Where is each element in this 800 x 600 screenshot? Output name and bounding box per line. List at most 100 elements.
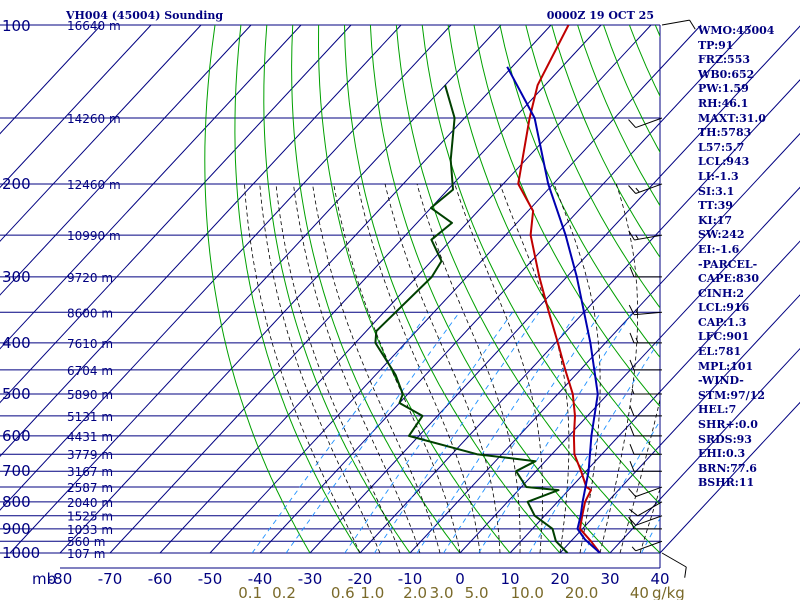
isotherm-line — [609, 347, 800, 554]
wind-barb-flag — [635, 337, 639, 344]
dry-adiabat — [499, 25, 660, 359]
dry-adiabat — [551, 25, 660, 259]
wind-barb-flag — [635, 234, 639, 240]
temp-tick-label: -60 — [148, 570, 173, 588]
dry-adiabat — [204, 25, 311, 553]
wind-barb-flag — [629, 266, 635, 278]
isotherm-line — [109, 24, 602, 554]
mixing-ratio-label: 40 — [630, 584, 649, 600]
height-label: 7610 m — [67, 337, 113, 351]
index-item: TT:39 — [698, 199, 733, 213]
wind-barbs — [628, 19, 696, 578]
mixing-ratio-line — [528, 338, 660, 553]
isotherm-line — [509, 240, 800, 554]
index-item: BRN:77.6 — [698, 461, 757, 475]
isotherm-line — [359, 79, 800, 554]
dry-adiabat — [473, 25, 660, 408]
wind-barb-flag — [631, 388, 635, 395]
index-item: CINH:2 — [698, 286, 745, 300]
mixing-ratio-line — [478, 312, 633, 553]
height-label: 1525 m — [67, 510, 113, 524]
pressure-unit-label: mb — [32, 570, 56, 588]
height-label: 4431 m — [67, 430, 113, 444]
moist-adiabat — [384, 183, 501, 553]
index-item: WMO:45004 — [698, 24, 775, 37]
height-label: 8600 m — [67, 306, 113, 320]
height-label: 12460 m — [67, 178, 121, 192]
index-item: CAPE:830 — [698, 272, 759, 286]
mixing-ratio-line — [285, 312, 460, 553]
temp-tick-label: -10 — [398, 570, 423, 588]
wind-barb-flag — [689, 19, 696, 30]
isotherm-line — [659, 401, 800, 554]
mixing-ratio-line — [416, 312, 578, 553]
index-item: WB0:652 — [698, 67, 755, 81]
dry-adiabat — [344, 25, 561, 553]
grid-layer — [0, 24, 800, 569]
pressure-tick-label: 1000 — [2, 544, 40, 562]
moist-adiabat — [454, 183, 543, 553]
pressure-tick-label: 100 — [2, 17, 31, 35]
index-item: EI:-1.6 — [698, 242, 740, 256]
wind-barb-flag — [629, 405, 635, 417]
mixing-ratio-line — [251, 312, 429, 553]
height-label: 1033 m — [67, 523, 113, 537]
index-item: KI:17 — [698, 213, 733, 227]
wind-barb-staff — [635, 486, 663, 498]
height-label: 5131 m — [67, 410, 113, 424]
wind-barb-flag — [635, 309, 639, 315]
wind-barb-staff — [635, 183, 663, 194]
wind-barb-staff — [635, 540, 663, 552]
index-item: CAP:1.3 — [698, 315, 747, 329]
temp-tick-label: 10 — [500, 570, 519, 588]
index-item: SI:3.1 — [698, 184, 735, 198]
pressure-tick-label: 200 — [2, 175, 31, 193]
moist-adiabat — [333, 183, 461, 553]
pressure-tick-label: 500 — [2, 385, 31, 403]
isotherm-line — [0, 24, 202, 242]
mixing-ratio-line — [641, 517, 660, 553]
wind-barb-flag — [628, 119, 637, 128]
wind-barb-flag — [628, 508, 639, 517]
pressure-tick-label: 600 — [2, 427, 31, 445]
index-item: EL:781 — [698, 345, 742, 359]
wind-barb-flag — [628, 304, 635, 315]
isotherm-line — [0, 24, 252, 296]
isotherm-line — [209, 24, 702, 554]
dry-adiabat — [291, 25, 461, 553]
moist-adiabat — [553, 183, 601, 553]
isotherm-line — [309, 25, 800, 554]
mixing-ratio-label: 0.6 — [331, 584, 355, 600]
mixing-ratio-label: 5.0 — [465, 584, 489, 600]
wind-barb-flag — [635, 187, 640, 193]
wind-barb-flag — [628, 230, 635, 241]
wind-barb-flag — [628, 488, 637, 497]
index-item: PW:1.59 — [698, 82, 749, 96]
wind-barb-flag — [629, 332, 635, 344]
temp-tick-label: 20 — [550, 570, 569, 588]
dry-adiabat — [421, 25, 660, 505]
index-item: -WIND- — [698, 374, 744, 388]
temp-tick-label: -30 — [298, 570, 323, 588]
wind-barb-flag — [684, 566, 687, 578]
index-item: RH:46.1 — [698, 96, 749, 110]
dry-adiabat — [525, 25, 660, 309]
isotherm-line — [0, 24, 102, 135]
mixing-ratio-line — [583, 419, 660, 553]
height-label: 2040 m — [67, 496, 113, 510]
dry-adiabat — [447, 25, 660, 457]
height-label: 3167 m — [67, 465, 113, 479]
index-item: LFC:901 — [698, 330, 750, 344]
wind-barb-staff — [661, 19, 690, 26]
wind-barb-staff — [635, 117, 663, 129]
mixing-ratio-label: 20.0 — [565, 584, 598, 600]
moist-adiabat — [244, 183, 361, 553]
mixing-ratio-label: 10.0 — [511, 584, 544, 600]
mixing-ratio-label: 2.0 — [403, 584, 427, 600]
pressure-tick-label: 900 — [2, 520, 31, 538]
temp-tick-label: -80 — [48, 570, 73, 588]
height-label: 14260 m — [67, 112, 121, 126]
height-label: 2587 m — [67, 481, 113, 495]
isotherm-line — [0, 24, 452, 511]
pressure-tick-label: 800 — [2, 493, 31, 511]
